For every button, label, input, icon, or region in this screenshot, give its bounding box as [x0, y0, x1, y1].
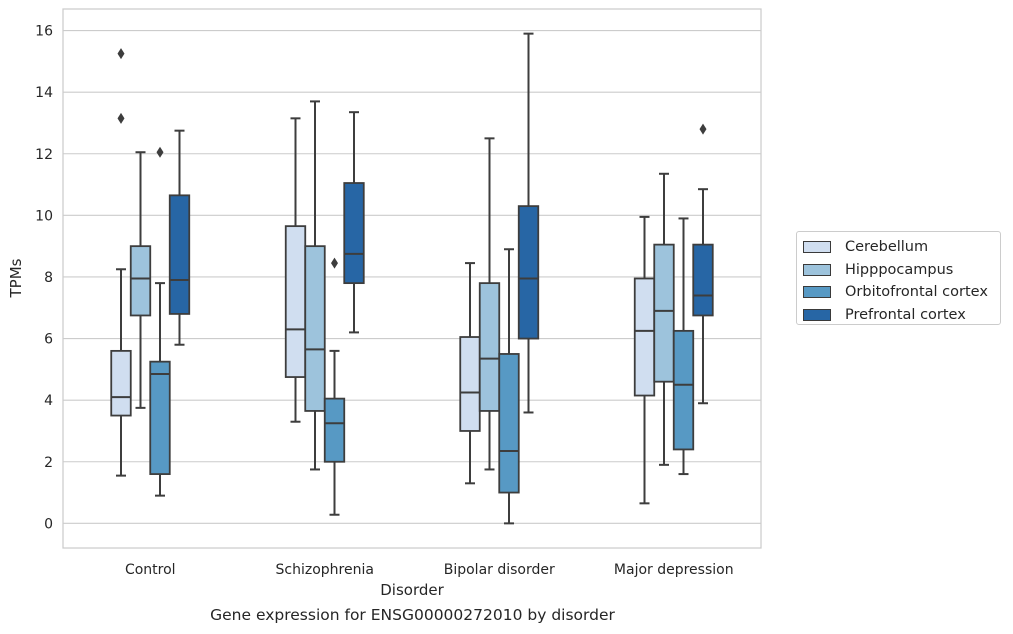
box-body [304, 245, 326, 412]
y-tick-label: 16 [35, 24, 53, 40]
x-tick-label: Bipolar disorder [444, 562, 555, 578]
outlier-point [156, 146, 164, 158]
box-hipppocampus [653, 172, 675, 466]
box-cerebellum [110, 48, 132, 477]
y-tick-label: 6 [44, 332, 53, 348]
box-body [498, 353, 520, 494]
box-hipppocampus [129, 151, 152, 409]
box-body [633, 277, 656, 397]
box-prefrontal-cortex [168, 129, 191, 346]
legend-swatch [803, 286, 831, 299]
box-body [478, 282, 501, 412]
y-tick-label: 12 [35, 147, 53, 163]
box-prefrontal-cortex [517, 32, 540, 414]
box-hipppocampus [478, 137, 501, 471]
legend-label: Prefrontal cortex [845, 306, 966, 323]
legend-item-orbitofrontal-cortex: Orbitofrontal cortex [803, 281, 1000, 304]
box-orbitofrontal-cortex [149, 146, 171, 497]
box-cerebellum [633, 215, 656, 505]
box-prefrontal-cortex [692, 123, 714, 405]
box-orbitofrontal-cortex [672, 217, 695, 476]
box-prefrontal-cortex [343, 111, 365, 334]
box-body [110, 349, 132, 417]
box-body [284, 225, 307, 378]
box-body [459, 336, 481, 432]
box-body [343, 182, 365, 285]
legend-swatch [803, 308, 831, 321]
box-body [323, 397, 346, 463]
outlier-point [699, 123, 707, 135]
legend-item-prefrontal-cortex: Prefrontal cortex [803, 304, 1000, 327]
legend-swatch [803, 241, 831, 254]
y-tick-label: 14 [35, 85, 53, 101]
box-body [517, 205, 540, 340]
legend-item-hippocampus: Hipppocampus [803, 259, 1000, 282]
box-body [692, 243, 714, 317]
x-tick-label: Control [125, 562, 176, 578]
figure-caption: Gene expression for ENSG00000272010 by d… [210, 606, 615, 624]
legend-label: Cerebellum [845, 239, 929, 256]
box-body [129, 245, 152, 317]
x-tick-label: Schizophrenia [276, 562, 374, 578]
box-orbitofrontal-cortex [498, 248, 520, 525]
y-tick-label: 0 [44, 516, 53, 532]
y-axis-ticks: 0 2 4 6 8 10 12 14 16 [35, 24, 53, 533]
box-hipppocampus [304, 100, 326, 471]
box-body [653, 243, 675, 383]
y-tick-label: 10 [35, 208, 53, 224]
outlier-point [117, 112, 125, 124]
box-cerebellum [284, 117, 307, 423]
plot-area [62, 8, 762, 549]
x-tick-label: Major depression [614, 562, 734, 578]
legend-label: Orbitofrontal cortex [845, 284, 988, 301]
legend-label: Hipppocampus [845, 261, 954, 278]
legend-swatch [803, 263, 831, 276]
y-tick-label: 4 [44, 393, 53, 409]
legend-item-cerebellum: Cerebellum [803, 236, 1000, 259]
box-body [168, 194, 191, 315]
y-axis-label: TPMs [7, 258, 25, 298]
y-tick-label: 8 [44, 270, 53, 286]
y-tick-label: 2 [44, 455, 53, 471]
outlier-point [331, 257, 338, 269]
x-axis-label: Disorder [380, 581, 444, 599]
x-axis-ticks: Control Schizophrenia Bipolar disorder Majo… [125, 562, 734, 578]
box-body [672, 329, 695, 451]
box-cerebellum [459, 262, 481, 485]
box-orbitofrontal-cortex [323, 257, 346, 516]
boxes [110, 32, 714, 525]
box-body [149, 360, 171, 475]
outlier-point [117, 48, 125, 60]
legend: Cerebellum Hipppocampus Orbitofrontal co… [796, 231, 1001, 325]
